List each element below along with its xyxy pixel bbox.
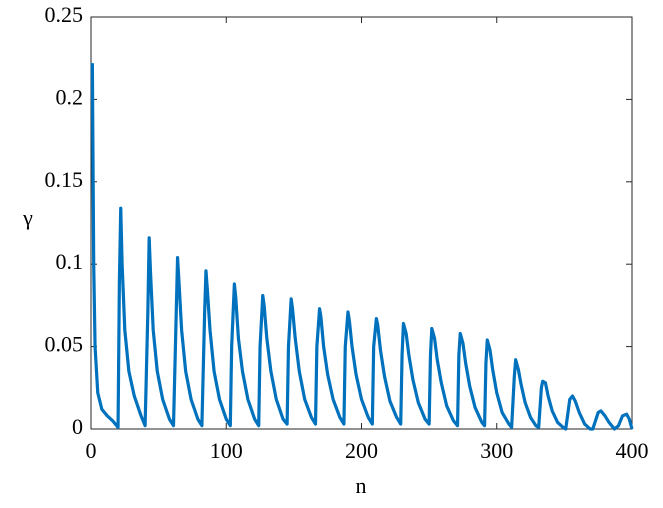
- y-axis-label: γ: [22, 205, 33, 230]
- y-tick-label: 0.1: [56, 249, 84, 274]
- y-tick-label: 0.2: [56, 84, 84, 109]
- x-tick-label: 200: [345, 438, 378, 463]
- y-tick-label: 0.05: [45, 332, 84, 357]
- x-axis-label: n: [356, 473, 367, 498]
- x-tick-label: 100: [210, 438, 243, 463]
- y-tick-label: 0.15: [45, 167, 84, 192]
- plot-frame: [90, 16, 633, 430]
- x-tick-label: 400: [616, 438, 649, 463]
- data-line: [90, 63, 634, 431]
- y-tick-label: 0.25: [45, 2, 84, 27]
- x-tick-label: 0: [86, 438, 97, 463]
- x-tick-label: 300: [480, 438, 513, 463]
- y-tick-label: 0: [72, 414, 83, 439]
